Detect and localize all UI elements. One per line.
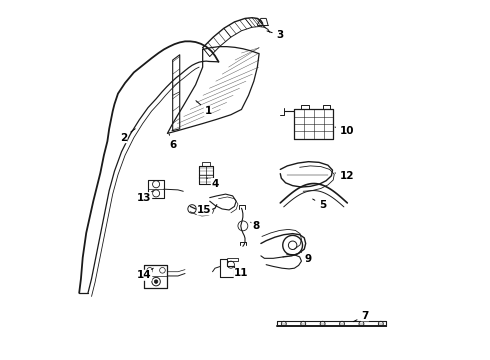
Text: 9: 9 (301, 252, 312, 264)
Text: 2: 2 (120, 129, 135, 143)
Text: 11: 11 (234, 269, 249, 279)
Text: 8: 8 (251, 221, 259, 231)
Circle shape (154, 280, 158, 283)
Text: 7: 7 (353, 311, 368, 321)
Text: 1: 1 (196, 101, 212, 116)
Text: 6: 6 (169, 134, 176, 150)
Text: 14: 14 (137, 268, 153, 280)
Text: 12: 12 (335, 171, 355, 181)
Text: 10: 10 (335, 126, 355, 136)
Text: 5: 5 (313, 199, 326, 210)
Text: 15: 15 (197, 205, 212, 215)
Text: 13: 13 (137, 190, 153, 203)
Text: 3: 3 (267, 30, 284, 40)
Text: 4: 4 (207, 178, 219, 189)
